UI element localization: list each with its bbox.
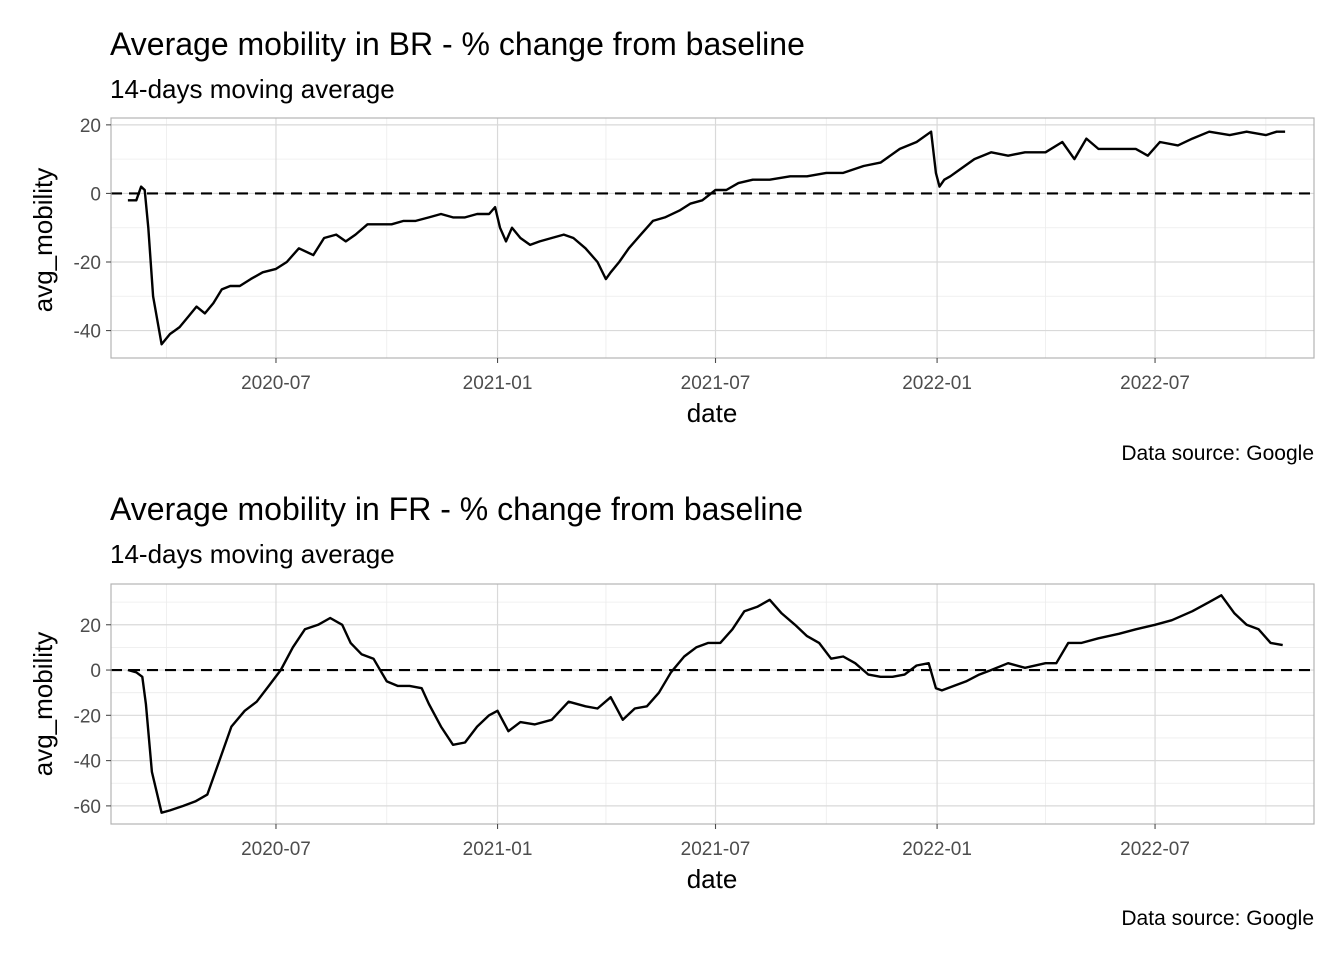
x-tick-label: 2021-01 xyxy=(463,839,533,860)
series-line xyxy=(127,130,1286,346)
x-tick-label: 2022-07 xyxy=(1120,839,1190,860)
y-tick-label: 0 xyxy=(90,184,101,205)
y-tick-label: 0 xyxy=(90,661,101,682)
x-tick-label: 2020-07 xyxy=(241,373,311,394)
grid xyxy=(111,118,1314,358)
chart-subtitle: 14-days moving average xyxy=(110,539,395,569)
x-axis-ticks: 2020-07 2021-01 2021-07 2022-01 2022-07 xyxy=(241,824,1190,860)
chart-subtitle: 14-days moving average xyxy=(110,74,395,104)
series-line xyxy=(127,594,1283,814)
y-tick-label: -40 xyxy=(74,322,101,343)
x-axis-title: date xyxy=(687,864,738,894)
x-tick-label: 2021-07 xyxy=(681,839,751,860)
y-axis-ticks: -60 -40 -20 0 20 xyxy=(74,616,111,818)
y-axis-ticks: -40 -20 0 20 xyxy=(74,116,111,343)
chart-caption: Data source: Google xyxy=(1121,907,1314,930)
y-tick-label: 20 xyxy=(80,116,101,137)
y-tick-label: -20 xyxy=(74,253,101,274)
grid xyxy=(111,584,1314,824)
x-axis-title: date xyxy=(687,398,738,428)
chart-title: Average mobility in BR - % change from b… xyxy=(110,26,805,62)
chart-title: Average mobility in FR - % change from b… xyxy=(110,491,803,527)
x-tick-label: 2021-07 xyxy=(681,373,751,394)
chart-caption: Data source: Google xyxy=(1121,442,1314,465)
y-axis-title: avg_mobility xyxy=(28,168,58,313)
chart-panel-fr: Average mobility in FR - % change from b… xyxy=(28,491,1315,930)
plot-area-border xyxy=(110,117,1315,359)
x-tick-label: 2021-01 xyxy=(463,373,533,394)
x-tick-label: 2022-01 xyxy=(902,373,972,394)
y-axis-title: avg_mobility xyxy=(28,632,58,777)
x-tick-label: 2022-07 xyxy=(1120,373,1190,394)
y-tick-label: -60 xyxy=(74,797,101,818)
plot-area-border xyxy=(110,583,1315,825)
series-group xyxy=(127,130,1286,346)
chart-panel-br: Average mobility in BR - % change from b… xyxy=(28,26,1315,465)
x-tick-label: 2022-01 xyxy=(902,839,972,860)
y-tick-label: 20 xyxy=(80,616,101,637)
x-tick-label: 2020-07 xyxy=(241,839,311,860)
series-group xyxy=(127,594,1283,814)
x-axis-ticks: 2020-07 2021-01 2021-07 2022-01 2022-07 xyxy=(241,358,1190,394)
y-tick-label: -20 xyxy=(74,706,101,727)
y-tick-label: -40 xyxy=(74,752,101,773)
